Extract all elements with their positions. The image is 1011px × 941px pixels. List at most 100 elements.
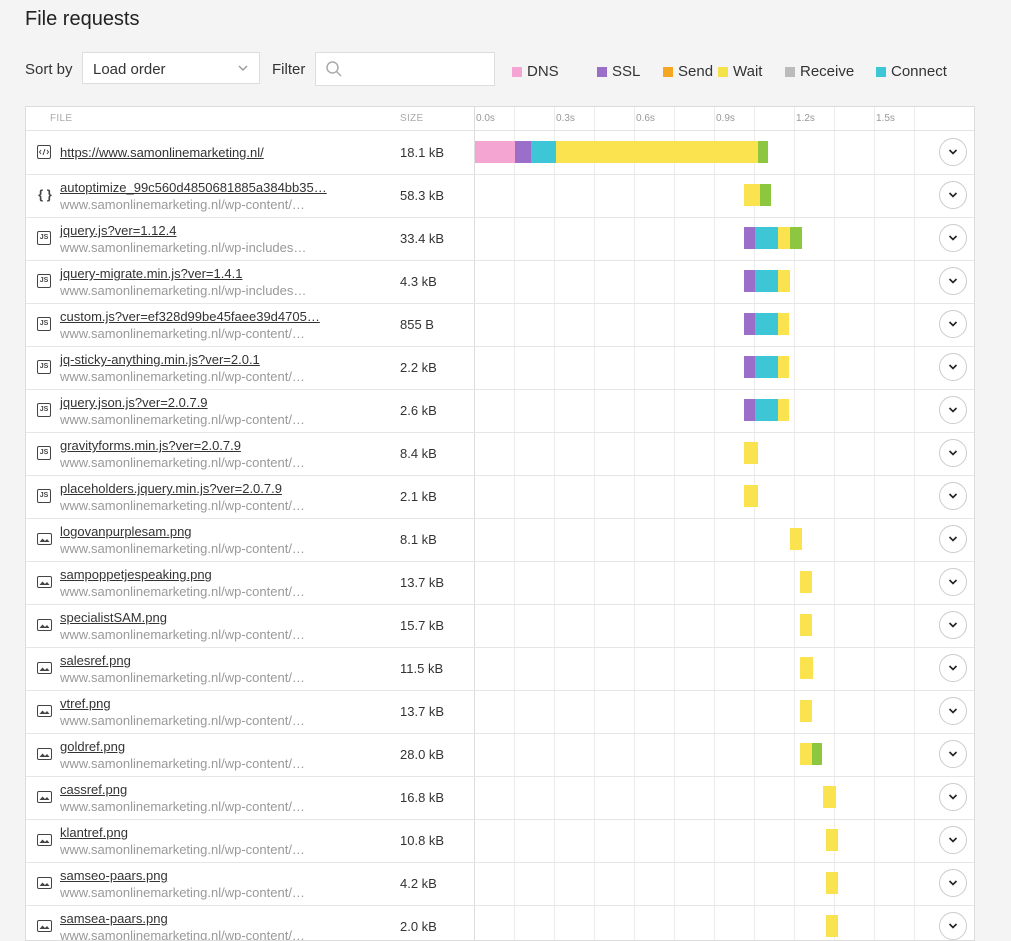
timing-segment-wait bbox=[799, 657, 814, 679]
timing-segment-ssl bbox=[744, 270, 755, 292]
image-icon bbox=[37, 619, 52, 631]
timing-bar bbox=[26, 518, 974, 561]
file-name-link[interactable]: autoptimize_99c560d4850681885a384bb35… bbox=[60, 180, 327, 195]
chevron-down-icon bbox=[948, 450, 958, 456]
expand-row-button[interactable] bbox=[939, 439, 967, 467]
file-name-link[interactable]: vtref.png bbox=[60, 696, 111, 711]
expand-row-button[interactable] bbox=[939, 267, 967, 295]
timing-bar bbox=[26, 217, 974, 260]
chevron-down-icon bbox=[948, 407, 958, 413]
file-path: www.samonlinemarketing.nl/wp-content/… bbox=[60, 541, 305, 556]
file-name-link[interactable]: specialistSAM.png bbox=[60, 610, 167, 625]
file-size: 58.3 kB bbox=[400, 188, 445, 203]
timing-bar bbox=[26, 819, 974, 862]
chevron-down-icon bbox=[948, 665, 958, 671]
expand-row-button[interactable] bbox=[939, 611, 967, 639]
timing-segment-wait bbox=[556, 141, 758, 163]
file-name-link[interactable]: custom.js?ver=ef328d99be45faee39d4705… bbox=[60, 309, 320, 324]
file-name-link[interactable]: jquery-migrate.min.js?ver=1.4.1 bbox=[60, 266, 243, 281]
timing-segment-connect bbox=[755, 399, 778, 421]
timing-bar bbox=[26, 647, 974, 690]
filter-input[interactable] bbox=[315, 52, 495, 86]
file-size: 8.4 kB bbox=[400, 446, 437, 461]
file-name-link[interactable]: gravityforms.min.js?ver=2.0.7.9 bbox=[60, 438, 241, 453]
timing-segment-receive bbox=[789, 227, 802, 249]
legend-label: Receive bbox=[800, 63, 855, 80]
file-path: www.samonlinemarketing.nl/wp-content/… bbox=[60, 455, 305, 470]
legend-swatch bbox=[785, 67, 795, 77]
file-name-link[interactable]: jq-sticky-anything.min.js?ver=2.0.1 bbox=[60, 352, 260, 367]
legend-label: DNS bbox=[527, 63, 559, 80]
timing-bar bbox=[26, 862, 974, 905]
expand-row-button[interactable] bbox=[939, 912, 967, 940]
timing-bar bbox=[26, 475, 974, 518]
requests-table: FILE SIZE 0.0s 0.3s 0.6s 0.9s 1.2s 1.5s https… bbox=[25, 106, 975, 941]
file-name-link[interactable]: salesref.png bbox=[60, 653, 131, 668]
expand-row-button[interactable] bbox=[939, 783, 967, 811]
file-size: 4.3 kB bbox=[400, 274, 437, 289]
expand-row-button[interactable] bbox=[939, 525, 967, 553]
file-path: www.samonlinemarketing.nl/wp-content/… bbox=[60, 412, 305, 427]
expand-row-button[interactable] bbox=[939, 396, 967, 424]
file-name-link[interactable]: logovanpurplesam.png bbox=[60, 524, 192, 539]
file-size: 33.4 kB bbox=[400, 231, 445, 246]
expand-row-button[interactable] bbox=[939, 568, 967, 596]
table-row: specialistSAM.png www.samonlinemarketing.… bbox=[26, 604, 974, 648]
sort-by-label: Sort by bbox=[25, 61, 73, 78]
image-icon bbox=[37, 748, 52, 760]
timeline-gridline bbox=[914, 107, 915, 940]
file-size: 8.1 kB bbox=[400, 532, 437, 547]
file-path: www.samonlinemarketing.nl/wp-content/… bbox=[60, 799, 305, 814]
file-path: www.samonlinemarketing.nl/wp-content/… bbox=[60, 197, 305, 212]
chevron-down-icon bbox=[948, 794, 958, 800]
file-name-link[interactable]: https://www.samonlinemarketing.nl/ bbox=[60, 145, 264, 160]
expand-row-button[interactable] bbox=[939, 224, 967, 252]
timeline-gridline bbox=[874, 107, 875, 940]
js-icon: JS bbox=[37, 489, 51, 503]
file-path: www.samonlinemarketing.nl/wp-includes… bbox=[60, 283, 307, 298]
table-row: https://www.samonlinemarketing.nl/18.1 k… bbox=[26, 131, 974, 175]
timing-segment-ssl bbox=[744, 227, 755, 249]
table-row: sampoppetjespeaking.png www.samonlinemark… bbox=[26, 561, 974, 605]
timing-bar bbox=[26, 131, 974, 174]
file-name-link[interactable]: jquery.json.js?ver=2.0.7.9 bbox=[60, 395, 208, 410]
file-name-link[interactable]: cassref.png bbox=[60, 782, 128, 797]
axis-tick-label: 1.5s bbox=[876, 113, 895, 124]
expand-row-button[interactable] bbox=[939, 138, 967, 166]
table-row: samsea-paars.png www.samonlinemarketing.n… bbox=[26, 905, 974, 940]
expand-row-button[interactable] bbox=[939, 310, 967, 338]
expand-row-button[interactable] bbox=[939, 353, 967, 381]
timing-segment-wait bbox=[823, 786, 836, 808]
expand-row-button[interactable] bbox=[939, 740, 967, 768]
json-icon: { } bbox=[38, 187, 52, 202]
timeline-gridline bbox=[714, 107, 715, 940]
timing-segment-wait bbox=[743, 485, 758, 507]
legend-label: Connect bbox=[891, 63, 947, 80]
file-name-link[interactable]: samsea-paars.png bbox=[60, 911, 168, 926]
file-name-link[interactable]: goldref.png bbox=[60, 739, 126, 754]
file-name-link[interactable]: sampoppetjespeaking.png bbox=[60, 567, 212, 582]
column-header-size: SIZE bbox=[400, 113, 424, 124]
expand-row-button[interactable] bbox=[939, 654, 967, 682]
file-name-link[interactable]: jquery.js?ver=1.12.4 bbox=[60, 223, 177, 238]
sort-select[interactable]: Load order bbox=[82, 52, 260, 84]
expand-row-button[interactable] bbox=[939, 826, 967, 854]
legend-label: SSL bbox=[612, 63, 641, 80]
file-size: 15.7 kB bbox=[400, 618, 445, 633]
expand-row-button[interactable] bbox=[939, 181, 967, 209]
expand-row-button[interactable] bbox=[939, 697, 967, 725]
file-name-link[interactable]: placeholders.jquery.min.js?ver=2.0.7.9 bbox=[60, 481, 282, 496]
timing-segment-wait bbox=[777, 313, 790, 335]
table-row: samseo-paars.png www.samonlinemarketing.n… bbox=[26, 862, 974, 906]
expand-row-button[interactable] bbox=[939, 869, 967, 897]
expand-row-button[interactable] bbox=[939, 482, 967, 510]
table-row: JS gravityforms.min.js?ver=2.0.7.9 www.sam… bbox=[26, 432, 974, 476]
file-path: www.samonlinemarketing.nl/wp-content/… bbox=[60, 713, 305, 728]
file-name-link[interactable]: klantref.png bbox=[60, 825, 128, 840]
timing-segment-wait bbox=[799, 614, 813, 636]
timeline-gridline bbox=[514, 107, 515, 940]
file-path: www.samonlinemarketing.nl/wp-content/… bbox=[60, 584, 305, 599]
chevron-down-icon bbox=[237, 61, 249, 79]
legend-label: Wait bbox=[733, 63, 763, 80]
file-name-link[interactable]: samseo-paars.png bbox=[60, 868, 168, 883]
